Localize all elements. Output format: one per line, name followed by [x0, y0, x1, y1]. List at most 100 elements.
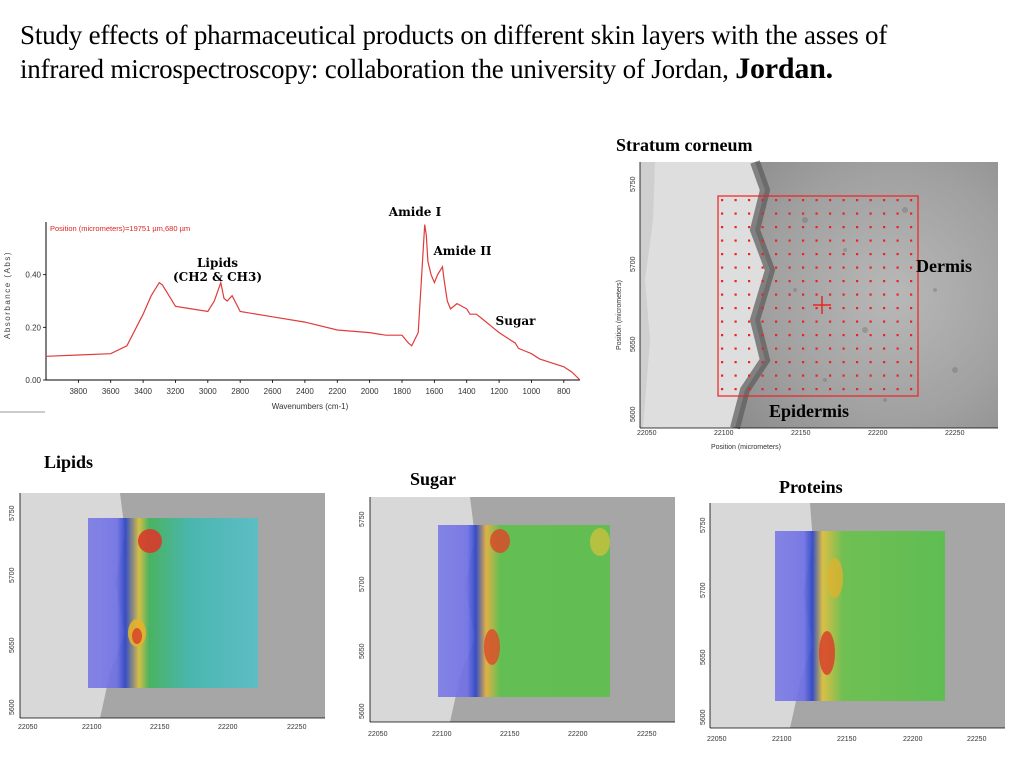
- grid-point: [869, 253, 872, 256]
- grid-point: [761, 388, 764, 391]
- grid-point: [721, 388, 724, 391]
- spectrum-ylabel: Absorbance (Abs): [3, 251, 12, 339]
- grid-point: [842, 239, 845, 242]
- grid-point: [721, 293, 724, 296]
- label-sugar-map: Sugar: [410, 469, 457, 489]
- annotation-amide-1: Amide I: [388, 205, 442, 219]
- sugar-y-tick-2: 5650: [359, 643, 366, 659]
- grid-point: [748, 212, 751, 215]
- grid-point: [815, 266, 818, 269]
- grid-point: [775, 226, 778, 229]
- grid-point: [761, 199, 764, 202]
- grid-point: [815, 361, 818, 364]
- proteins-y-tick-0: 5750: [700, 517, 707, 533]
- grid-point: [775, 361, 778, 364]
- grid-point: [775, 374, 778, 377]
- grid-point: [883, 388, 886, 391]
- grid-point: [829, 307, 832, 310]
- grid-point: [829, 212, 832, 215]
- annotation-lipids: Lipids (CH2 & CH3): [165, 256, 270, 284]
- grid-point: [815, 199, 818, 202]
- annotation-sugar: Sugar: [495, 314, 536, 328]
- grid-point: [856, 226, 859, 229]
- grid-point: [910, 226, 913, 229]
- grid-point: [896, 361, 899, 364]
- sugar-x-tick-1: 22100: [432, 731, 452, 738]
- grid-point: [721, 266, 724, 269]
- grid-point: [748, 226, 751, 229]
- grid-point: [748, 361, 751, 364]
- grid-point: [815, 280, 818, 283]
- grid-point: [802, 212, 805, 215]
- grid-point: [721, 374, 724, 377]
- grid-point: [869, 239, 872, 242]
- grid-point: [829, 266, 832, 269]
- spectrum-series-line: [45, 224, 581, 381]
- grid-point: [856, 374, 859, 377]
- grid-point: [815, 307, 818, 310]
- grid-point: [734, 280, 737, 283]
- grid-point: [748, 334, 751, 337]
- grid-point: [748, 374, 751, 377]
- grid-point: [883, 280, 886, 283]
- lipids-y-tick-2: 5650: [9, 637, 16, 653]
- grid-point: [829, 347, 832, 350]
- grid-point: [869, 293, 872, 296]
- grid-point: [842, 347, 845, 350]
- grid-point: [910, 388, 913, 391]
- grid-point: [815, 239, 818, 242]
- grid-point: [734, 334, 737, 337]
- x-tick-label: 3800: [69, 387, 87, 396]
- grid-point: [815, 374, 818, 377]
- x-tick-22050: 22050: [637, 430, 657, 437]
- grid-point: [721, 212, 724, 215]
- grid-point: [869, 280, 872, 283]
- grid-point: [815, 347, 818, 350]
- grid-point: [748, 307, 751, 310]
- lipids-x-tick-1: 22100: [82, 724, 102, 731]
- grid-point: [734, 374, 737, 377]
- grid-point: [869, 226, 872, 229]
- proteins-x-tick-1: 22100: [772, 736, 792, 743]
- grid-point: [910, 307, 913, 310]
- lipids-x-tick-4: 22250: [287, 724, 307, 731]
- y-tick-label: 0.20: [25, 323, 41, 332]
- proteins-x-tick-4: 22250: [967, 736, 987, 743]
- grid-point: [829, 280, 832, 283]
- grid-point: [829, 361, 832, 364]
- grid-point: [883, 374, 886, 377]
- grid-point: [788, 307, 791, 310]
- grid-point: [734, 293, 737, 296]
- grid-point: [883, 212, 886, 215]
- grid-point: [842, 253, 845, 256]
- grid-point: [829, 374, 832, 377]
- grid-point: [761, 361, 764, 364]
- grid-point: [775, 253, 778, 256]
- grid-point: [788, 320, 791, 323]
- grid-point: [896, 320, 899, 323]
- label-stratum-corneum: Stratum corneum: [616, 135, 753, 155]
- grid-point: [842, 226, 845, 229]
- sugar-map-svg: 22050 22100 22150 22200 22250 5750 5700 …: [359, 497, 675, 738]
- grid-point: [896, 280, 899, 283]
- sugar-x-tick-4: 22250: [637, 731, 657, 738]
- grid-point: [869, 388, 872, 391]
- label-lipids-map: Lipids: [44, 452, 94, 472]
- grid-point: [775, 307, 778, 310]
- grid-point: [788, 388, 791, 391]
- grid-point: [761, 347, 764, 350]
- grid-point: [896, 374, 899, 377]
- y-tick-5700: 5700: [630, 256, 637, 272]
- grid-point: [761, 374, 764, 377]
- grid-point: [802, 239, 805, 242]
- grid-point: [815, 334, 818, 337]
- grid-point: [734, 212, 737, 215]
- grid-point: [883, 307, 886, 310]
- grid-point: [788, 334, 791, 337]
- grid-point: [761, 293, 764, 296]
- lipids-x-tick-2: 22150: [150, 724, 170, 731]
- grid-point: [815, 320, 818, 323]
- grid-point: [788, 199, 791, 202]
- grid-point: [856, 253, 859, 256]
- grid-point: [761, 212, 764, 215]
